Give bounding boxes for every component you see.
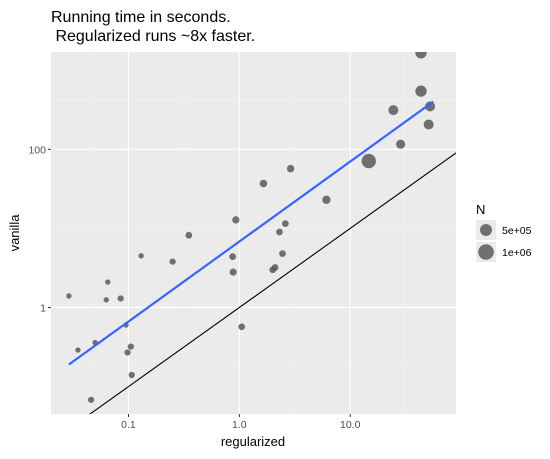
minor-gridlines xyxy=(51,52,456,414)
point-27 xyxy=(361,153,376,169)
chart-title-line-2: Regularized runs ~8x faster. xyxy=(51,28,255,45)
point-25 xyxy=(286,164,295,173)
identity-line xyxy=(89,152,456,414)
point-2 xyxy=(87,396,95,403)
legend-title: N xyxy=(476,202,485,217)
point-3 xyxy=(92,413,96,414)
point-18 xyxy=(238,323,246,331)
point-22 xyxy=(276,228,283,236)
chart-title-line-1: Running time in seconds. xyxy=(51,9,231,26)
point-26 xyxy=(322,195,331,204)
point-15 xyxy=(229,253,236,260)
y-axis-title: vanilla xyxy=(7,214,22,252)
point-28 xyxy=(388,105,399,116)
point-12 xyxy=(138,253,144,259)
point-13 xyxy=(169,258,176,265)
y-tick-label-0: 1 xyxy=(40,302,46,314)
legend-symbol-1 xyxy=(478,244,494,260)
point-19 xyxy=(259,179,268,188)
point-31 xyxy=(415,85,427,97)
point-24 xyxy=(282,220,289,227)
data-points xyxy=(66,41,439,414)
point-23 xyxy=(279,250,286,257)
legend-symbol-0 xyxy=(480,224,492,236)
point-7 xyxy=(117,295,124,302)
point-34 xyxy=(429,41,439,51)
point-9 xyxy=(124,349,131,356)
point-14 xyxy=(185,231,193,239)
legend-label-1: 1e+06 xyxy=(502,247,532,259)
point-6 xyxy=(105,279,111,285)
x-tick-label-1: 1.0 xyxy=(232,419,247,431)
fit-line xyxy=(68,100,434,366)
point-5 xyxy=(103,297,109,303)
point-29 xyxy=(396,139,406,149)
y-tick-label-1: 100 xyxy=(28,144,46,156)
reference-lines xyxy=(89,152,456,414)
major-gridlines xyxy=(51,52,456,414)
x-axis-title: regularized xyxy=(221,434,285,449)
point-0 xyxy=(66,293,72,299)
legend-label-0: 5e+05 xyxy=(502,225,532,237)
x-tick-label-2: 10.0 xyxy=(340,419,361,431)
x-axis-ticks: 0.1 1.0 10.0 xyxy=(121,414,361,431)
point-17 xyxy=(232,216,240,224)
point-10 xyxy=(127,343,134,350)
x-tick-label-0: 0.1 xyxy=(121,419,136,431)
point-32 xyxy=(423,119,434,130)
plot-panel xyxy=(51,52,456,414)
point-33 xyxy=(425,101,436,112)
point-11 xyxy=(128,371,135,379)
legend: N 5e+05 1e+06 xyxy=(476,202,532,262)
point-1 xyxy=(75,347,81,353)
point-30 xyxy=(415,52,427,59)
point-21 xyxy=(271,264,279,271)
y-axis-ticks: 1 100 xyxy=(28,144,51,314)
point-16 xyxy=(229,268,237,276)
